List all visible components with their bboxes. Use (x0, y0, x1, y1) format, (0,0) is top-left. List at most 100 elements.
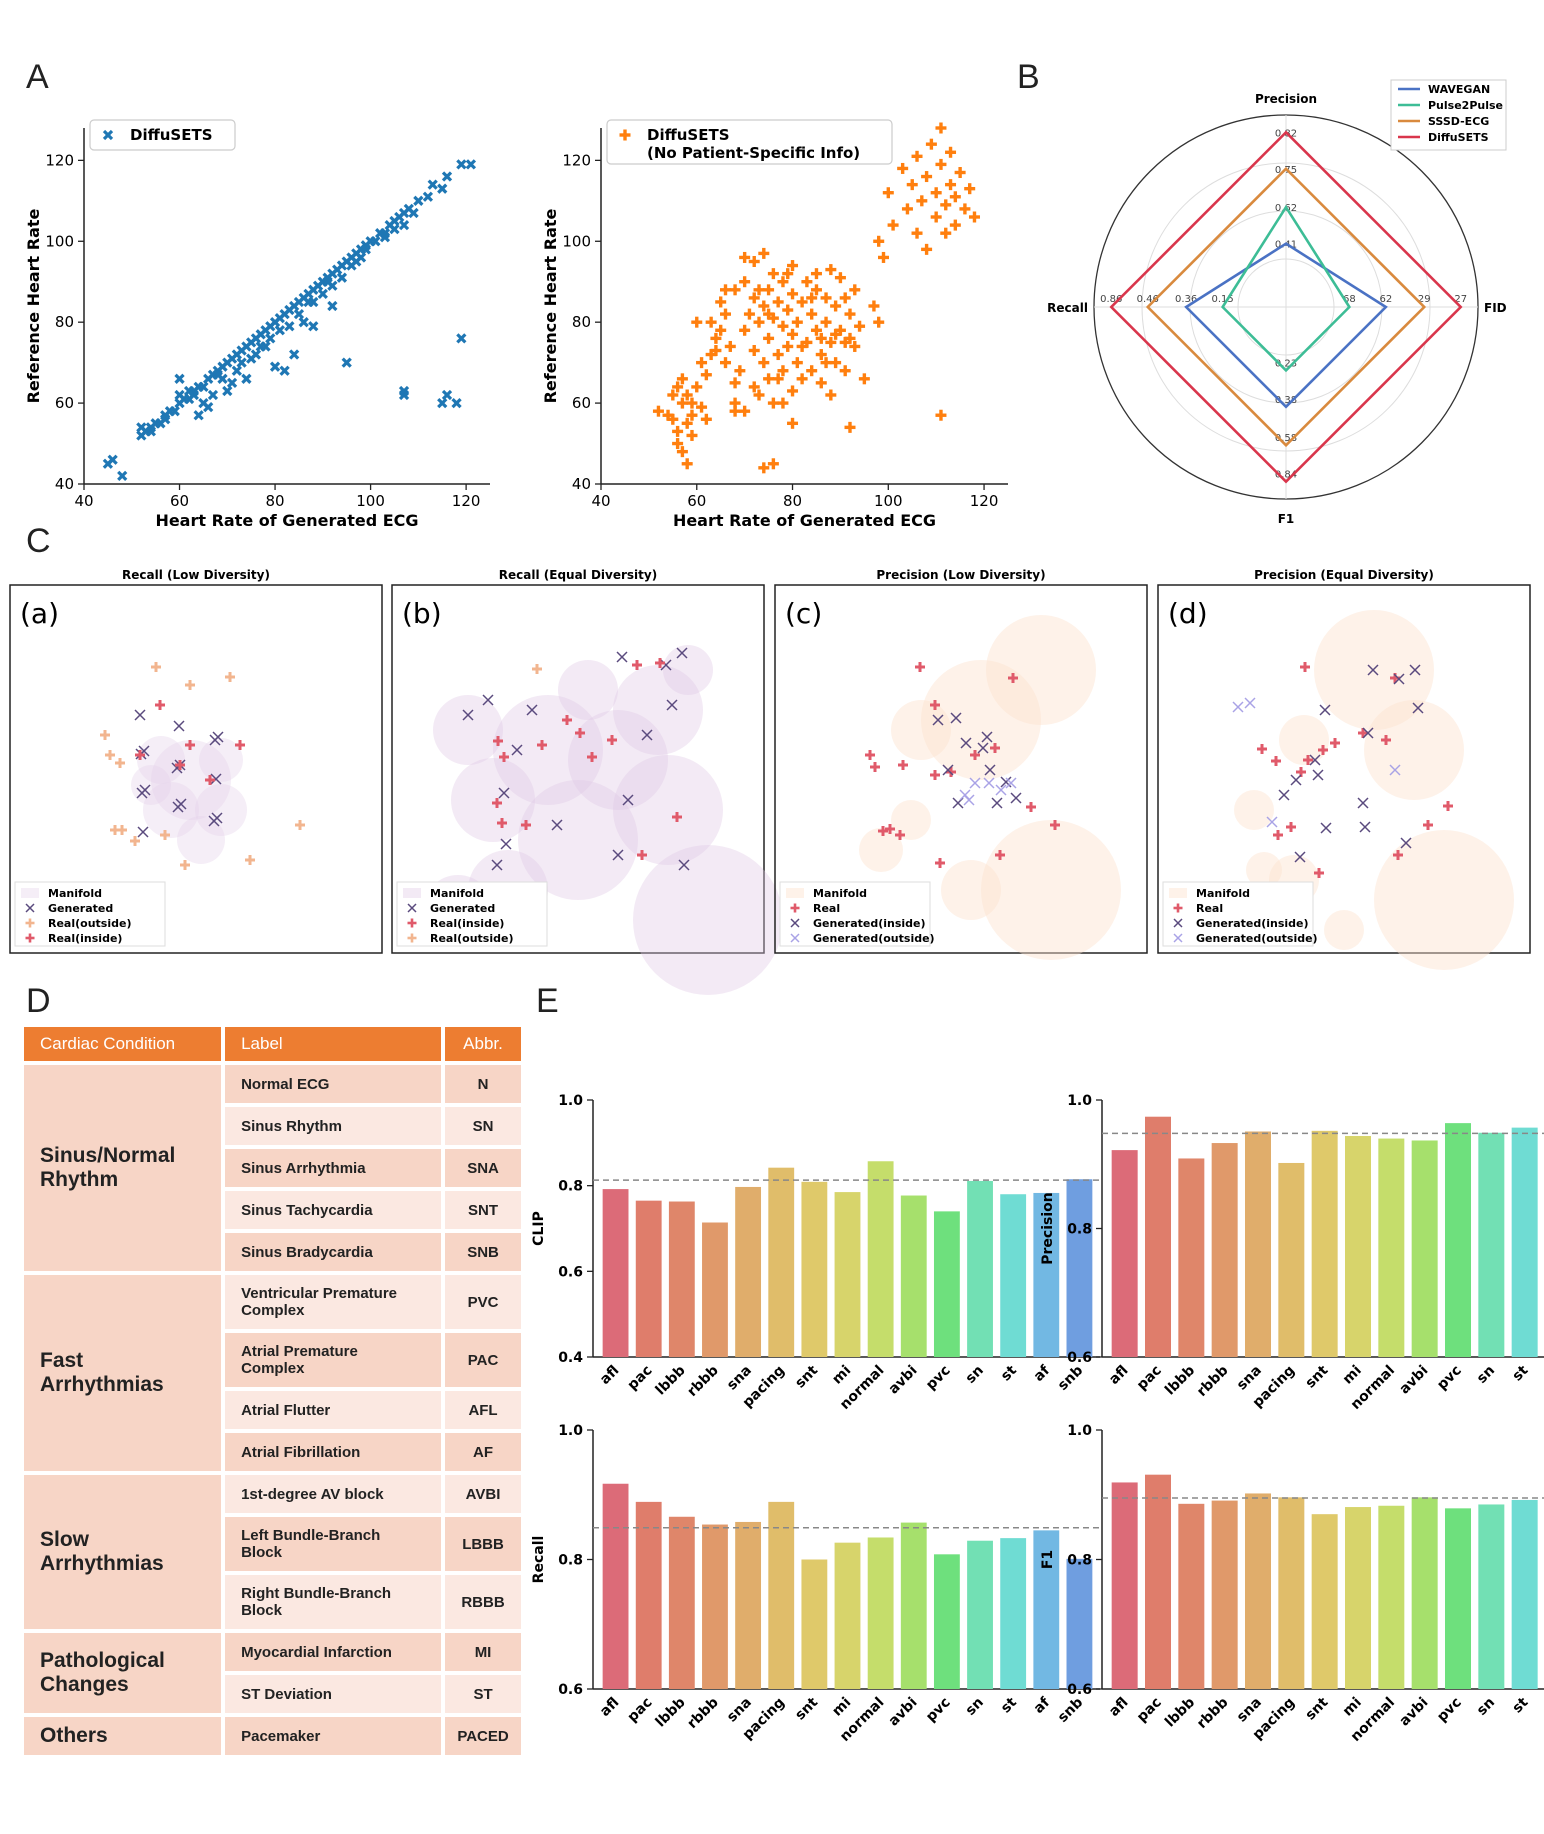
real-point (895, 830, 905, 840)
bar-category-label: lbbb (653, 1363, 689, 1399)
real-point (930, 700, 940, 710)
data-point (212, 369, 223, 380)
data-point (652, 405, 664, 417)
bar-category-label: pac (625, 1695, 656, 1726)
data-point (672, 438, 684, 450)
table-abbr-cell: PAC (445, 1333, 521, 1387)
bar-category-label: lbbb (653, 1695, 689, 1731)
manifold-circle (195, 784, 247, 836)
bar-category-label: sn (1474, 1695, 1498, 1719)
x-stroke (203, 402, 214, 413)
data-point (921, 171, 933, 183)
data-point (916, 195, 928, 207)
real-point (1271, 756, 1281, 766)
generated-inside-point (984, 764, 996, 776)
manifold-circle (143, 782, 199, 838)
x-stroke (351, 256, 362, 267)
data-point (830, 300, 842, 312)
x-stroke (303, 296, 314, 308)
x-stroke (207, 389, 219, 401)
x-stroke (1290, 774, 1302, 786)
generated-point (210, 773, 222, 785)
bar-category-label: afl (1106, 1695, 1131, 1720)
x-stroke (790, 918, 800, 928)
bar-category-label: af (1031, 1362, 1054, 1385)
bar-pacing (768, 1167, 795, 1357)
y-tick-label: 100 (562, 232, 591, 250)
x-stroke (995, 784, 1007, 796)
generated-outside-point (969, 777, 981, 789)
x-stroke (279, 365, 290, 376)
x-stroke (1362, 727, 1374, 739)
x-stroke (932, 714, 944, 726)
data-point (686, 429, 698, 441)
data-point (672, 381, 684, 393)
real-point (990, 743, 1000, 753)
table-label-cell: Atrial Fibrillation (225, 1433, 442, 1471)
x-stroke (134, 709, 146, 721)
data-point (796, 296, 808, 308)
bar-y-tick-label: 0.6 (558, 1682, 583, 1698)
bar-pac (1145, 1474, 1171, 1689)
data-point (729, 377, 741, 389)
bar-avbi (1411, 1497, 1438, 1689)
data-point (451, 397, 462, 409)
data-point (753, 316, 765, 328)
generated-point (137, 826, 149, 838)
real-point (1050, 820, 1060, 830)
radar-tick-label: 0.58 (1275, 433, 1297, 444)
bar-category-label: rbbb (684, 1695, 721, 1732)
bar-pacing (1278, 1497, 1305, 1689)
table-label-cell: Sinus Rhythm (225, 1107, 442, 1145)
bar-category-label: avbi (886, 1695, 921, 1730)
bar-snb (1066, 1558, 1093, 1689)
bar-category-label: rbbb (684, 1363, 721, 1400)
x-stroke (551, 819, 563, 831)
data-point (887, 219, 899, 231)
real-inside-point (632, 660, 642, 670)
generated-inside-point (1409, 664, 1421, 676)
radar-tick-label: 0.36 (1175, 294, 1197, 305)
manifold-circle (1279, 715, 1329, 765)
data-point (719, 357, 731, 369)
manifold-circle (859, 828, 903, 872)
manifold-circle (131, 765, 171, 805)
legend-swatch (786, 888, 804, 898)
data-point (700, 369, 712, 381)
x-stroke (963, 794, 975, 806)
bar-category-label: af (1543, 1362, 1544, 1385)
legend-swatch (407, 933, 417, 943)
x-stroke (117, 470, 128, 482)
data-point (441, 389, 453, 401)
subplot-legend-box (396, 881, 548, 947)
x-stroke (212, 731, 224, 743)
x-stroke (622, 794, 634, 806)
x-stroke (1173, 933, 1183, 943)
data-point (935, 158, 947, 170)
data-point (815, 349, 827, 361)
data-point (691, 316, 703, 328)
data-point (226, 377, 238, 388)
table-abbr-cell: N (445, 1065, 521, 1103)
generated-inside-point (1290, 774, 1302, 786)
x-axis-label: Heart Rate of Generated ECG (673, 511, 936, 530)
x-stroke (1393, 673, 1405, 685)
generated-inside-point (960, 737, 972, 749)
data-point (901, 203, 913, 215)
generated-point (612, 849, 624, 861)
data-point (825, 336, 837, 348)
table-abbr-cell: LBBB (445, 1517, 521, 1571)
generated-point (491, 859, 503, 871)
data-point (360, 244, 371, 255)
bar-lbbb (1178, 1158, 1205, 1357)
bar-snt (801, 1181, 828, 1357)
bar-pac (1145, 1116, 1171, 1357)
x-stroke (666, 699, 678, 711)
data-point (777, 320, 789, 332)
generated-point (482, 694, 494, 706)
legend-label: Real(inside) (48, 932, 122, 945)
x-stroke (107, 454, 118, 465)
legend-label: Generated(outside) (1196, 932, 1318, 945)
panel-letter-a: A (26, 58, 49, 96)
generated-inside-point (942, 764, 954, 776)
